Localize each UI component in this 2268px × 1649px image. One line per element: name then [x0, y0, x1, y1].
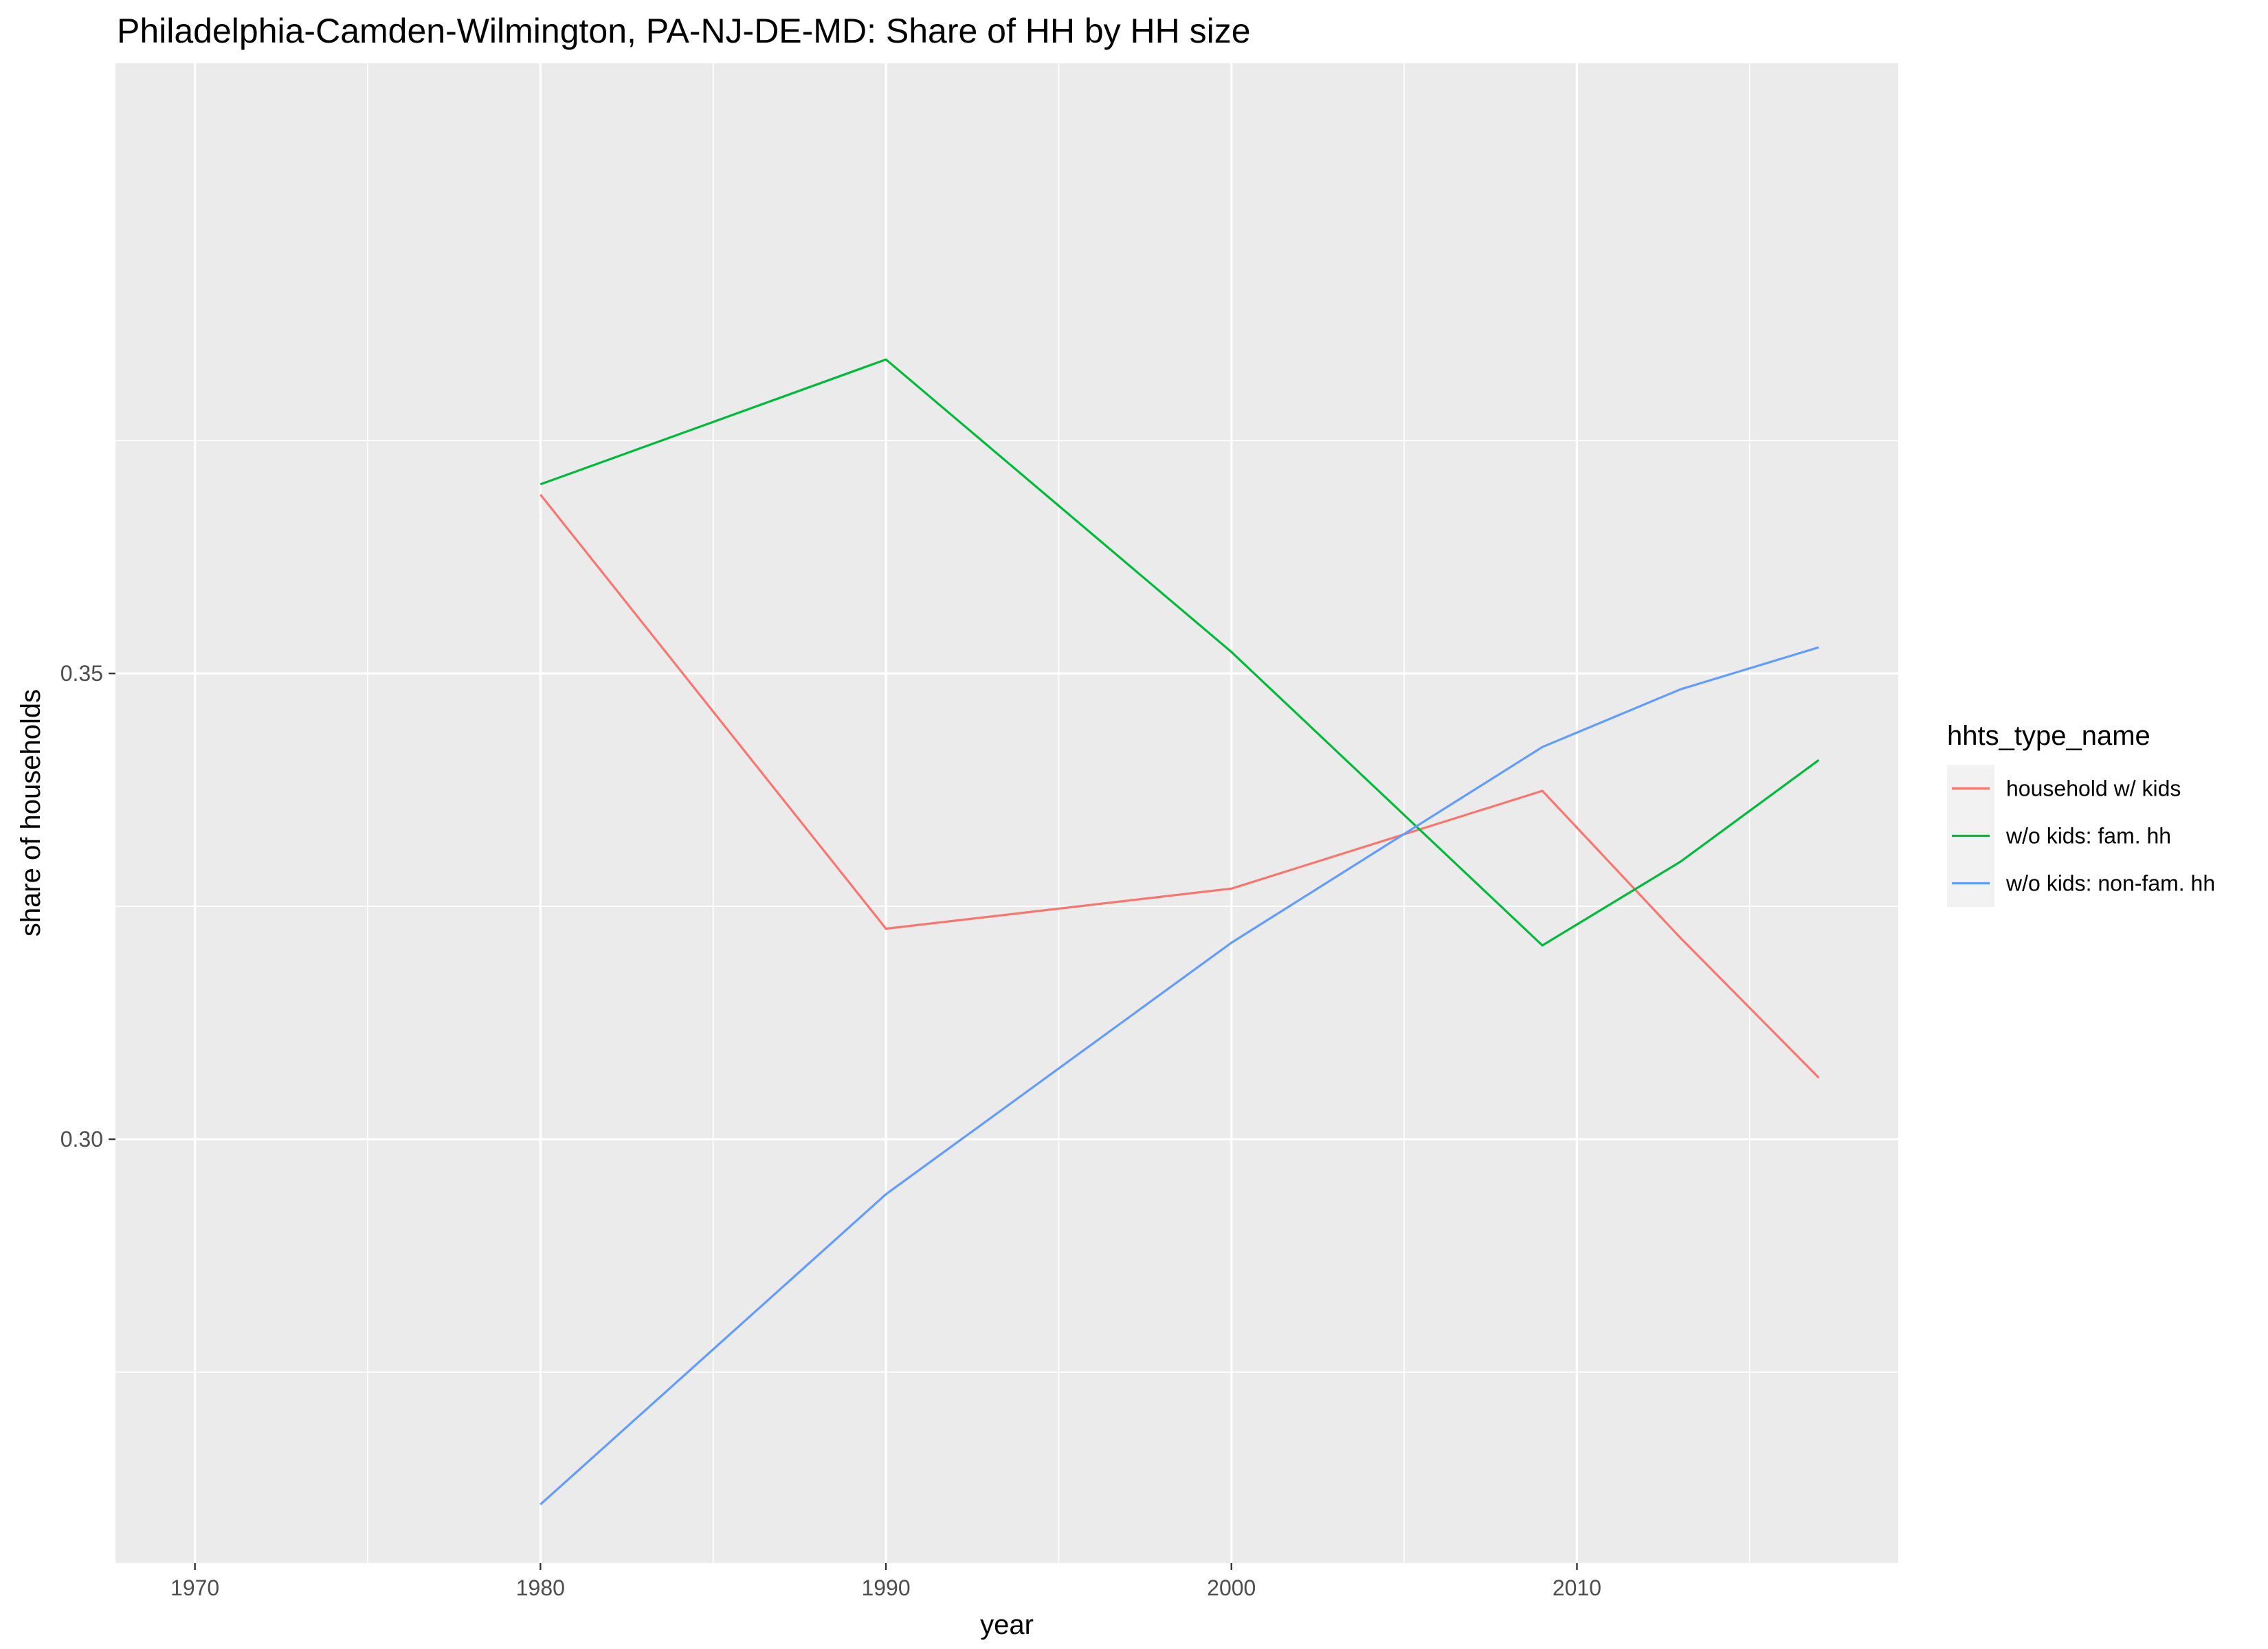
y-tick-label: 0.30 — [60, 1127, 103, 1152]
x-axis: 1970 1980 1990 2000 2010 — [170, 1563, 1601, 1600]
major-gridlines — [115, 63, 1898, 1563]
series-line-1 — [540, 493, 1820, 1079]
x-tick-label: 1990 — [861, 1575, 910, 1600]
minor-gridlines — [115, 63, 1898, 1563]
y-axis: 0.30 0.35 — [60, 661, 115, 1152]
y-tick-label: 0.35 — [60, 661, 103, 686]
x-tick-label: 2000 — [1207, 1575, 1256, 1600]
y-axis-title: share of households — [16, 689, 46, 936]
x-tick-label: 1970 — [170, 1575, 219, 1600]
x-tick-label: 1980 — [516, 1575, 565, 1600]
legend-items: household w/ kids w/o kids: fam. hh w/o ki… — [1947, 765, 2215, 907]
x-tick-label: 2010 — [1553, 1575, 1601, 1600]
plot-panel — [115, 63, 1898, 1563]
series-line-2 — [540, 358, 1820, 947]
x-axis-title: year — [980, 1610, 1034, 1640]
legend-label: w/o kids: non-fam. hh — [2005, 871, 2215, 896]
series-line-3 — [540, 646, 1819, 1505]
legend-title: hhts_type_name — [1947, 721, 2150, 751]
chart-title: Philadelphia-Camden-Wilmington, PA-NJ-DE… — [117, 12, 1251, 50]
legend-label: household w/ kids — [2006, 776, 2181, 801]
series-lines — [540, 358, 1820, 1505]
legend: hhts_type_name household w/ kids w/o kids… — [1947, 721, 2215, 907]
legend-label: w/o kids: fam. hh — [2005, 824, 2171, 849]
